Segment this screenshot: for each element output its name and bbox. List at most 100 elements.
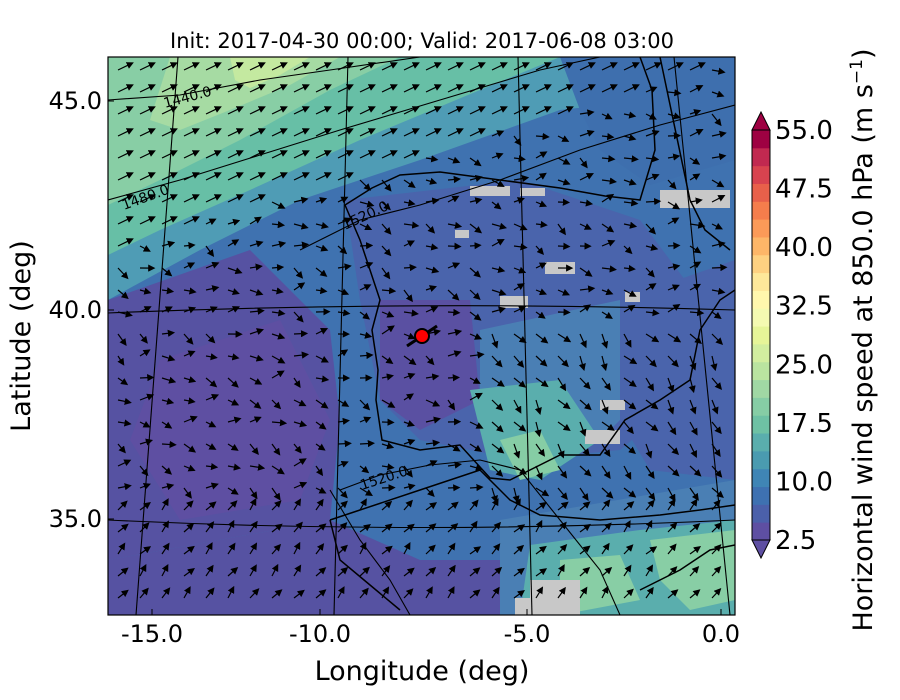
colorbar-tick-label: 55.0 — [775, 116, 833, 146]
wind-arrow — [381, 287, 397, 295]
wind-arrow — [359, 150, 376, 159]
wind-arrow — [161, 542, 170, 555]
wind-arrow — [491, 238, 505, 247]
wind-arrow — [623, 520, 631, 533]
wind-arrow — [183, 106, 200, 115]
wind-arrow — [403, 62, 420, 71]
missing-data-patches — [455, 186, 730, 615]
wind-arrow — [645, 155, 660, 163]
wind-arrow — [512, 487, 520, 504]
wind-arrow — [403, 588, 414, 599]
wind-arrow — [535, 568, 548, 577]
wind-arrow — [227, 519, 235, 533]
wind-arrow — [315, 62, 332, 71]
wind-arrow — [491, 333, 499, 349]
wind-arrow — [271, 355, 286, 364]
wind-arrow — [117, 542, 126, 555]
wind-arrow — [337, 62, 354, 71]
wind-arrow — [249, 588, 260, 599]
wind-arrow — [117, 377, 129, 386]
wind-arrow — [579, 377, 591, 390]
wind-arrow — [205, 106, 222, 115]
wind-arrow — [293, 128, 310, 137]
wind-arrow — [667, 62, 684, 71]
wind-arrow — [293, 377, 301, 389]
wind-arrow — [447, 262, 461, 269]
wind-arrow — [491, 306, 506, 314]
wind-arrow — [535, 333, 549, 344]
wind-arrow — [205, 150, 222, 159]
wind-arrow — [645, 443, 653, 459]
wind-arrow — [249, 263, 263, 271]
wind-arrow — [601, 566, 613, 577]
wind-arrow — [117, 150, 134, 159]
wind-arrow — [271, 589, 283, 599]
wind-arrow — [293, 106, 310, 115]
wind-arrow — [183, 172, 200, 181]
wind-arrow — [403, 240, 415, 247]
wind-arrow — [227, 463, 242, 471]
wind-arrow — [557, 501, 569, 511]
wind-arrow — [117, 172, 134, 181]
wind-arrow — [425, 197, 440, 205]
x-tick-label: 0.0 — [702, 620, 740, 648]
colorbar-segment — [752, 272, 770, 291]
wind-arrow — [623, 111, 637, 119]
wind-arrow — [491, 443, 505, 454]
map-frame — [107, 56, 736, 616]
wind-arrow — [491, 498, 499, 511]
wind-arrow — [623, 377, 637, 387]
wind-arrow — [601, 585, 609, 599]
wind-arrow — [601, 499, 611, 511]
wind-arrow — [557, 355, 569, 368]
wind-arrow — [557, 443, 565, 459]
wind-arrow — [337, 172, 354, 181]
wind-arrow — [161, 106, 178, 115]
wind-arrow — [249, 128, 266, 137]
wind-arrow — [535, 62, 552, 71]
wind-arrow — [601, 239, 616, 247]
wind-arrow — [623, 588, 634, 599]
wind-arrow — [161, 421, 173, 429]
wind-arrow — [161, 172, 178, 181]
wind-arrow — [117, 523, 129, 533]
wind-arrow — [447, 564, 456, 577]
wind-arrow — [315, 486, 327, 494]
colorbar-segment — [752, 165, 770, 184]
wind-arrow — [139, 172, 156, 181]
wind-arrow — [469, 128, 486, 137]
wind-arrow — [513, 223, 528, 231]
wind-arrow — [601, 542, 610, 555]
wind-arrow — [535, 355, 548, 367]
y-tick-label: 35.0 — [49, 505, 102, 533]
colorbar-segment — [752, 219, 770, 238]
wind-arrow — [601, 155, 616, 163]
wind-arrow — [227, 377, 239, 388]
wind-arrow — [161, 306, 173, 313]
wind-arrow — [337, 500, 348, 511]
wind-arrow — [579, 199, 594, 207]
wind-arrow — [183, 150, 200, 159]
colorbar-label-text: Horizontal wind speed at 850.0 hPa (m s — [848, 84, 879, 631]
wind-arrow — [425, 416, 441, 424]
wind-arrow — [711, 311, 722, 319]
wind-arrow — [293, 443, 302, 454]
wind-arrow — [667, 465, 680, 477]
wind-arrow — [249, 399, 262, 409]
wind-arrow — [601, 421, 615, 431]
wind-arrow — [315, 221, 329, 229]
wind-arrow — [513, 243, 528, 251]
wind-arrow — [205, 542, 213, 555]
wind-arrow — [117, 238, 134, 247]
wind-arrow — [491, 201, 502, 210]
wind-arrow — [689, 333, 702, 345]
wind-arrow — [161, 376, 177, 384]
wind-arrow — [161, 498, 169, 511]
wind-arrow — [381, 565, 391, 577]
wind-arrow — [601, 522, 612, 533]
wind-arrow — [491, 152, 504, 160]
wind-arrow — [161, 465, 173, 475]
wind-arrow — [711, 130, 727, 138]
wind-arrow — [403, 567, 415, 577]
wind-arrow — [601, 193, 615, 203]
